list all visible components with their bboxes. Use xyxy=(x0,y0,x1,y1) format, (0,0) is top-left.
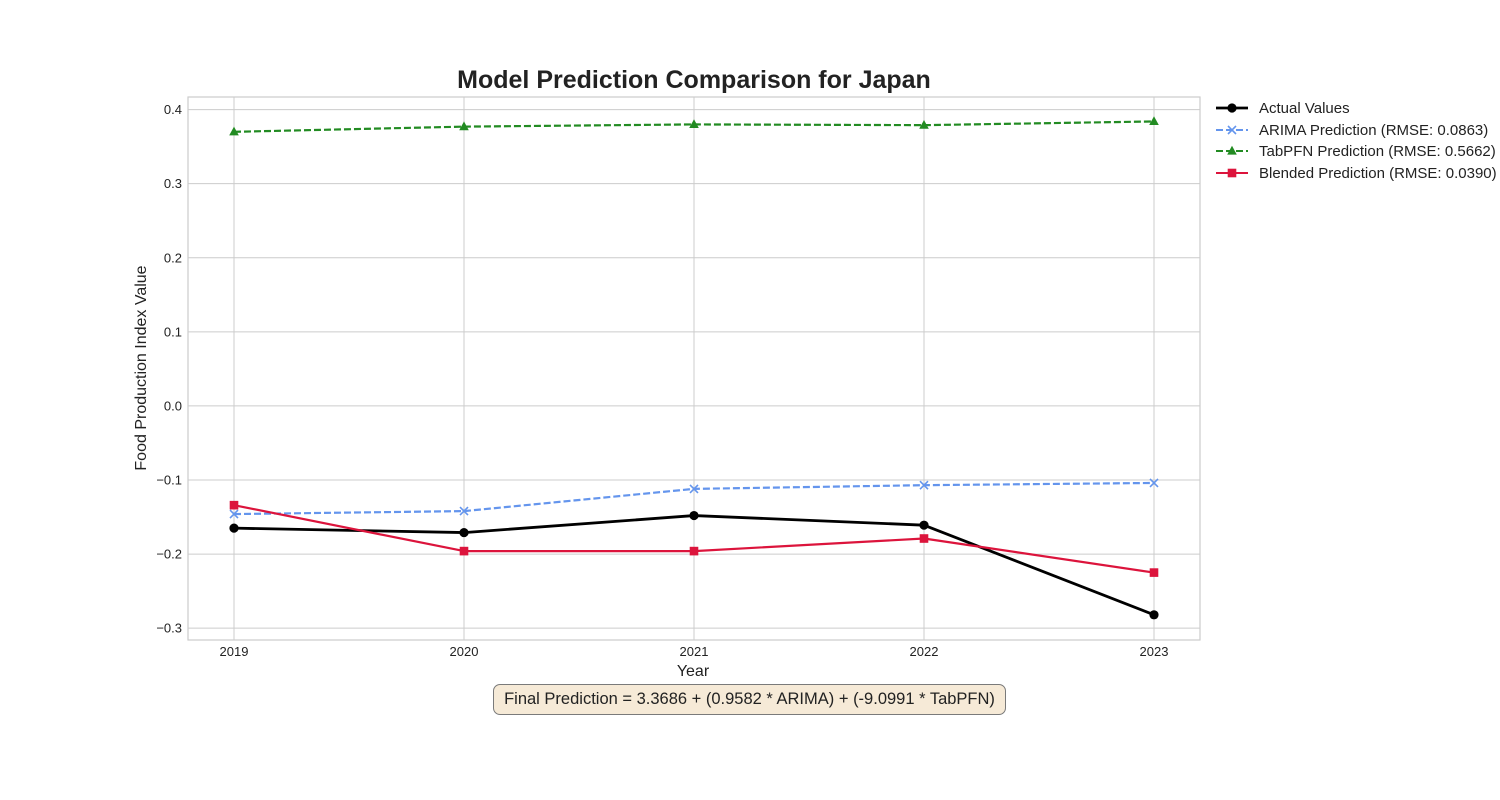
grid xyxy=(188,97,1200,640)
x-tick-label: 2019 xyxy=(220,644,249,659)
series-tabpfn xyxy=(229,116,1159,136)
y-tick-label: 0.4 xyxy=(164,102,182,117)
y-tick-label: 0.1 xyxy=(164,324,182,339)
x-tick-label: 2022 xyxy=(910,644,939,659)
data-point-tabpfn xyxy=(689,119,699,129)
legend-label-blended: Blended Prediction (RMSE: 0.0390) xyxy=(1259,165,1497,182)
y-tick-label: −0.2 xyxy=(156,547,182,562)
series-arima xyxy=(229,478,1159,519)
data-point-arima xyxy=(1149,478,1159,488)
legend-item-blended: Blended Prediction (RMSE: 0.0390) xyxy=(1216,165,1497,182)
data-point-blended xyxy=(229,500,239,510)
data-point-arima xyxy=(689,484,699,494)
legend: Actual Values ARIMA Prediction (RMSE: 0.0… xyxy=(1216,100,1497,182)
x-tick-label: 2021 xyxy=(680,644,709,659)
data-point-tabpfn xyxy=(1149,116,1159,126)
data-point-actual xyxy=(1149,610,1159,620)
series-actual xyxy=(229,510,1159,620)
data-point-blended xyxy=(459,546,469,556)
legend-marker-actual xyxy=(1227,103,1237,113)
data-point-blended xyxy=(919,534,929,543)
legend-marker-tabpfn xyxy=(1227,145,1237,155)
data-point-blended xyxy=(1149,568,1159,577)
y-tick-label: 0.0 xyxy=(164,398,182,413)
x-axis-label: Year xyxy=(677,663,710,680)
formula-annotation: Final Prediction = 3.3686 + (0.9582 * AR… xyxy=(493,684,1006,715)
series-layer xyxy=(229,116,1159,620)
legend-marker-blended xyxy=(1227,168,1237,178)
data-point-arima xyxy=(919,480,929,490)
series-blended xyxy=(229,500,1159,577)
chart-title: Model Prediction Comparison for Japan xyxy=(457,66,931,94)
y-tick-label: −0.1 xyxy=(156,472,182,487)
data-point-actual xyxy=(919,520,929,530)
legend-item-actual: Actual Values xyxy=(1216,100,1350,117)
data-point-tabpfn xyxy=(229,126,239,136)
legend-label-actual: Actual Values xyxy=(1259,100,1350,117)
x-tick-label: 2020 xyxy=(450,644,479,659)
data-point-arima xyxy=(229,509,239,519)
data-point-tabpfn xyxy=(919,119,929,129)
legend-item-tabpfn: TabPFN Prediction (RMSE: 0.5662) xyxy=(1216,143,1496,160)
legend-item-arima: ARIMA Prediction (RMSE: 0.0863) xyxy=(1216,122,1488,139)
y-tick-label: 0.2 xyxy=(164,250,182,265)
data-point-actual xyxy=(459,527,469,538)
x-tick-label: 2023 xyxy=(1140,644,1169,659)
data-point-actual xyxy=(229,523,239,533)
legend-label-arima: ARIMA Prediction (RMSE: 0.0863) xyxy=(1259,122,1488,139)
plot-frame xyxy=(187,96,1201,641)
legend-label-tabpfn: TabPFN Prediction (RMSE: 0.5662) xyxy=(1259,143,1496,160)
y-tick-label: 0.3 xyxy=(164,176,182,191)
data-point-actual xyxy=(689,510,699,521)
data-point-tabpfn xyxy=(459,121,469,131)
tick-labels: −0.3 −0.2 −0.1 0.0 0.1 0.2 0.3 0.4 2019 2020 2021 2… xyxy=(156,102,1168,659)
legend-marker-arima xyxy=(1227,125,1237,135)
y-axis-label: Food Production Index Value xyxy=(133,265,150,470)
y-tick-label: −0.3 xyxy=(156,621,182,636)
data-point-arima xyxy=(459,506,469,516)
data-point-blended xyxy=(689,546,699,556)
